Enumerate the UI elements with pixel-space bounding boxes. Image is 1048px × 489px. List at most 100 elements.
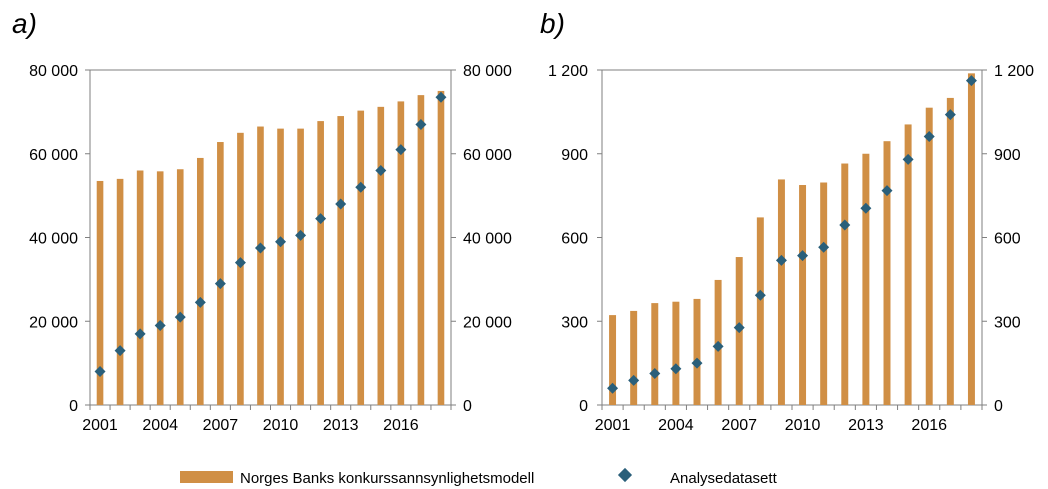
point <box>944 109 956 121</box>
point <box>154 319 166 331</box>
bar <box>651 303 659 405</box>
point <box>628 374 640 386</box>
point <box>395 144 407 156</box>
y-tick-label-right: 600 <box>994 231 1021 248</box>
point <box>335 198 347 210</box>
point <box>275 236 287 248</box>
y-tick-label-left: 0 <box>69 398 78 415</box>
point <box>174 311 186 323</box>
point <box>965 75 977 87</box>
bar <box>693 298 701 405</box>
legend: Norges Banks konkurssannsynlighetsmodell… <box>180 467 778 487</box>
bar <box>176 169 184 405</box>
plot-area-b <box>601 69 983 406</box>
point <box>670 363 682 375</box>
bar <box>196 157 204 405</box>
bar <box>756 217 764 405</box>
panel-a-label: a) <box>12 8 37 39</box>
point <box>194 296 206 308</box>
y-tick-label-right: 0 <box>463 398 472 415</box>
point <box>839 219 851 231</box>
bar <box>820 182 828 405</box>
bar <box>317 121 324 406</box>
panel-b-label: b) <box>540 8 565 39</box>
bar <box>397 101 405 405</box>
point <box>649 367 661 379</box>
y-tick-label-left: 80 000 <box>29 63 78 80</box>
bar <box>967 73 975 405</box>
point <box>691 357 703 369</box>
y-tick-label-right: 1 200 <box>994 63 1034 80</box>
x-tick-label: 2013 <box>848 417 884 434</box>
point <box>214 278 226 290</box>
x-tick-label: 2007 <box>721 417 757 434</box>
bar <box>609 315 617 405</box>
point <box>775 254 787 266</box>
x-tick-label: 2010 <box>263 417 299 434</box>
legend-bar-swatch <box>180 471 233 483</box>
x-tick-label: 2004 <box>142 417 178 434</box>
point <box>818 241 830 253</box>
bar <box>946 97 954 406</box>
legend-points-label: Analysedatasett <box>670 470 778 487</box>
point <box>923 130 935 142</box>
y-tick-label-left: 1 200 <box>548 63 588 80</box>
y-tick-label-left: 0 <box>579 398 588 415</box>
bar <box>862 153 870 405</box>
point <box>134 328 146 340</box>
y-tick-label-left: 40 000 <box>29 231 78 248</box>
bar <box>277 128 284 405</box>
point <box>375 165 387 176</box>
y-tick-label-right: 20 000 <box>463 314 512 331</box>
x-tick-label: 2001 <box>595 417 631 434</box>
point <box>415 118 427 130</box>
point <box>315 213 327 225</box>
x-tick-label: 2007 <box>203 417 239 434</box>
point <box>355 181 367 193</box>
point <box>114 345 126 357</box>
point <box>902 153 914 165</box>
point <box>712 340 724 352</box>
x-tick-label: 2016 <box>383 417 419 434</box>
bar <box>925 107 933 405</box>
bar <box>377 106 385 405</box>
point <box>234 257 246 269</box>
bar <box>96 180 104 405</box>
x-tick-label: 2004 <box>658 417 694 434</box>
bar <box>116 178 124 405</box>
x-tick-label: 2016 <box>911 417 947 434</box>
point <box>94 366 106 377</box>
panel-b: b) 0 0 300 300 600 600 900 900 1 200 1 200 2001 200… <box>540 8 1034 434</box>
point <box>254 242 266 254</box>
point <box>860 202 872 214</box>
legend-bars-label: Norges Banks konkurssannsynlighetsmodell <box>240 470 534 487</box>
point <box>435 91 447 103</box>
y-tick-label-left: 60 000 <box>29 147 78 164</box>
y-tick-label-right: 0 <box>994 398 1003 415</box>
bar <box>437 90 445 405</box>
bar <box>136 170 144 405</box>
x-tick-label: 2013 <box>323 417 359 434</box>
x-tick-label: 2001 <box>82 417 118 434</box>
bar <box>217 142 224 405</box>
panel-a: a) 0 0 20 000 20 000 40 000 40 000 60 000 60 00… <box>12 8 512 434</box>
point <box>881 185 893 197</box>
bar <box>799 185 807 405</box>
bar <box>630 310 638 405</box>
y-tick-label-left: 300 <box>561 314 588 331</box>
y-tick-label-right: 900 <box>994 147 1021 164</box>
bar <box>904 124 912 405</box>
bar <box>156 171 164 405</box>
bar <box>417 95 425 405</box>
bar <box>297 128 304 405</box>
point <box>733 322 745 334</box>
y-tick-label-right: 60 000 <box>463 147 512 164</box>
y-tick-label-right: 40 000 <box>463 231 512 248</box>
point <box>797 250 809 262</box>
y-tick-label-left: 600 <box>561 231 588 248</box>
bar <box>672 301 680 405</box>
bar <box>357 110 365 406</box>
y-tick-label-right: 80 000 <box>463 63 512 80</box>
point <box>754 289 766 301</box>
